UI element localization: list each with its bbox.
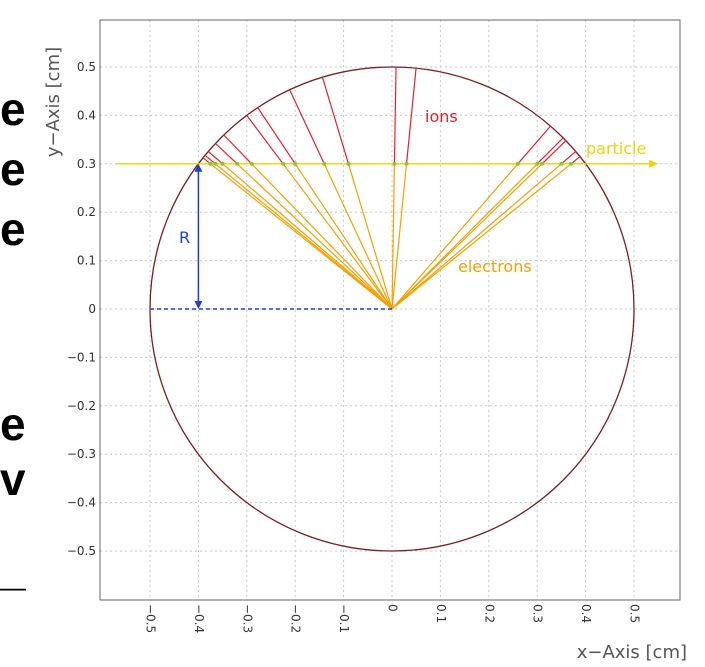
x-tick-label: 0.4 [579, 604, 593, 623]
ionization-dot [208, 161, 213, 166]
electron-drift-line [391, 163, 408, 310]
particle-arrow-head [649, 159, 659, 168]
ionization-dot [392, 161, 397, 166]
background-letter: e [0, 83, 26, 135]
ion-drift-line [321, 77, 350, 164]
background-letter: _ [0, 543, 26, 595]
electron-drift-line [236, 163, 393, 310]
electron-drift-lines [210, 163, 572, 310]
electrons-label: electrons [458, 257, 532, 276]
ion-drift-lines [202, 67, 581, 165]
ion-drift-line [561, 151, 577, 165]
electron-drift-line [294, 163, 393, 310]
ionization-dot [346, 161, 351, 166]
electron-drift-line [214, 163, 393, 310]
electron-drift-line [391, 163, 396, 310]
plot-frame [99, 19, 681, 601]
radius-label: R [179, 228, 190, 247]
x-tick-label: −0.3 [240, 604, 254, 633]
x-tick-labels: −0.5 −0.4 −0.3 −0.2 −0.1 0 0.1 0.2 0.3 0.4 0.5 [144, 604, 642, 633]
y-tick-label: −0.2 [67, 399, 96, 413]
y-tick-labels: 0.5 0.4 0.3 0.2 0.1 0 −0.1 −0.2 −0.3 −0.4 −0.5 [67, 60, 96, 558]
background-letter: v [0, 453, 26, 505]
y-tick-label: 0.4 [77, 108, 96, 122]
background-letter: e [0, 398, 26, 450]
ion-drift-line [223, 134, 253, 165]
x-tick-label: 0.3 [531, 604, 545, 623]
electron-drift-line [282, 163, 393, 310]
radius-indicator [150, 163, 392, 310]
particle-label: particle [586, 139, 646, 158]
electron-drift-line [222, 163, 393, 310]
x-tick-label: 0.2 [482, 604, 496, 623]
ionization-dot [249, 161, 254, 166]
x-tick-label: −0.4 [192, 604, 206, 633]
x-tick-label: −0.5 [144, 604, 158, 633]
y-tick-label: 0.5 [77, 60, 96, 74]
ionization-dot [220, 161, 225, 166]
electron-drift-line [391, 163, 572, 310]
ionization-dot [281, 161, 286, 166]
y-tick-label: 0.3 [77, 157, 96, 171]
ionization-dot [404, 161, 409, 166]
ion-drift-line [393, 67, 397, 164]
ion-drift-line [541, 140, 567, 165]
grid [100, 20, 680, 600]
ionization-dot [213, 161, 218, 166]
y-tick-label: 0.2 [77, 205, 96, 219]
electron-drift-line [323, 163, 393, 310]
radius-arrow-up [194, 163, 203, 172]
x-tick-label: 0.1 [434, 604, 448, 623]
ion-drift-line [536, 137, 564, 165]
electron-drift-line [391, 163, 519, 310]
electron-drift-line [391, 163, 543, 310]
ionization-dot [559, 161, 564, 166]
y-tick-label: −0.4 [67, 496, 96, 510]
ionization-dot [235, 161, 240, 166]
ion-drift-line [246, 115, 284, 165]
background-letter: e [0, 143, 26, 195]
electron-drift-line [391, 163, 562, 310]
x-tick-label: −0.1 [337, 604, 351, 633]
x-tick-label: 0 [386, 604, 400, 612]
ion-drift-line [204, 154, 216, 165]
y-tick-label: 0 [88, 302, 96, 316]
ionization-dot [293, 161, 298, 166]
ionization-dot [569, 161, 574, 166]
ion-drift-line [207, 151, 223, 165]
x-axis-title: x−Axis [cm] [577, 642, 687, 663]
y-tick-label: 0.1 [77, 254, 96, 268]
ions-label: ions [425, 107, 458, 126]
ionization-dot [515, 161, 520, 166]
ionization-dot [540, 161, 545, 166]
ion-drift-line [405, 68, 417, 164]
y-axis-title: y−Axis [cm] [43, 47, 64, 157]
ionization-dot [535, 161, 540, 166]
radius-arrow-down [194, 301, 203, 309]
ionization-points [208, 161, 574, 166]
electron-drift-line [347, 163, 393, 310]
ion-drift-line [257, 107, 296, 165]
y-tick-label: −0.1 [67, 350, 96, 364]
ionization-dot [322, 161, 327, 166]
x-tick-label: −0.2 [289, 604, 303, 633]
background-letter: e [0, 203, 26, 255]
ion-drift-line [215, 143, 238, 165]
y-tick-label: −0.5 [67, 544, 96, 558]
ion-drift-line [289, 89, 325, 165]
x-tick-label: 0.5 [628, 604, 642, 623]
y-tick-label: −0.3 [67, 447, 96, 461]
electron-drift-line [251, 163, 393, 310]
ion-drift-line [517, 125, 551, 165]
